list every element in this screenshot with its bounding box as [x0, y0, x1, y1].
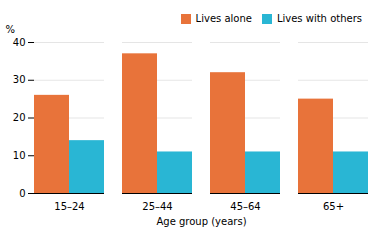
- html-text:Lives with others: Lives with others: [276, 13, 362, 24]
- svg-text:0: 0: [19, 188, 25, 199]
- svg-text:10: 10: [13, 150, 26, 161]
- svg-text:%: %: [6, 24, 16, 35]
- svg-text:20: 20: [13, 112, 26, 123]
- svg-text:65+: 65+: [323, 201, 344, 212]
- svg-text:15–24: 15–24: [54, 201, 84, 212]
- html-text:Lives alone: Lives alone: [195, 13, 252, 24]
- svg-text:30: 30: [13, 74, 26, 85]
- svg-text:Age group (years): Age group (years): [156, 216, 246, 227]
- svg-text:25–44: 25–44: [142, 201, 172, 212]
- svg-text:40: 40: [13, 37, 26, 48]
- svg-text:45–64: 45–64: [230, 201, 260, 212]
